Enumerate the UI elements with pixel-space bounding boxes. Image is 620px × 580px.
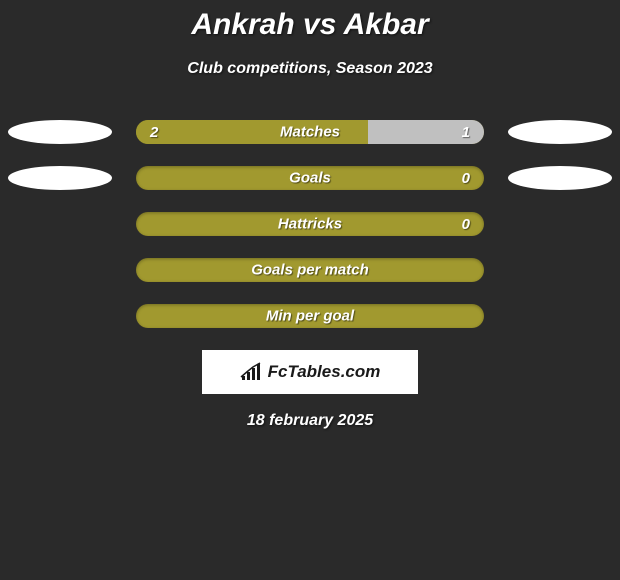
stat-bar: Goals per match — [136, 258, 484, 282]
brand-chart-icon — [240, 362, 264, 382]
team-logo-left — [8, 166, 112, 190]
stat-row: Min per goal — [0, 304, 620, 328]
stat-row: 21Matches — [0, 120, 620, 144]
stat-bar: 0 Hattricks — [136, 212, 484, 236]
team-logo-right — [508, 166, 612, 190]
stat-bar-wrap: 0 Hattricks — [136, 212, 484, 236]
stat-bar-wrap: 21Matches — [136, 120, 484, 144]
stat-label: Min per goal — [266, 308, 354, 325]
stat-row: 0 Hattricks — [0, 212, 620, 236]
stat-label: Goals per match — [251, 262, 369, 279]
stat-bar: Min per goal — [136, 304, 484, 328]
stat-bar: 21Matches — [136, 120, 484, 144]
brand-box: FcTables.com — [202, 350, 418, 394]
stat-bar-wrap: Goals per match — [136, 258, 484, 282]
stat-rows: 21Matches0Goals0HattricksGoals per match… — [0, 120, 620, 328]
bar-right-segment: 1 — [368, 120, 484, 144]
bar-right-value: 0 — [462, 166, 484, 190]
stat-label: Goals — [289, 170, 331, 187]
stat-bar: 0 Goals — [136, 166, 484, 190]
team-logo-left — [8, 120, 112, 144]
bar-right-value: 0 — [462, 212, 484, 236]
stat-label: Hattricks — [278, 216, 342, 233]
date-label: 18 february 2025 — [0, 412, 620, 430]
stat-row: 0 Goals — [0, 166, 620, 190]
team-logo-right — [508, 120, 612, 144]
stat-label: Matches — [280, 124, 340, 141]
comparison-infographic: Ankrah vs Akbar Club competitions, Seaso… — [0, 0, 620, 430]
stat-row: Goals per match — [0, 258, 620, 282]
brand-label: FcTables.com — [268, 362, 381, 382]
stat-bar-wrap: Min per goal — [136, 304, 484, 328]
stat-bar-wrap: 0 Goals — [136, 166, 484, 190]
subtitle: Club competitions, Season 2023 — [0, 60, 620, 78]
page-title: Ankrah vs Akbar — [0, 8, 620, 42]
